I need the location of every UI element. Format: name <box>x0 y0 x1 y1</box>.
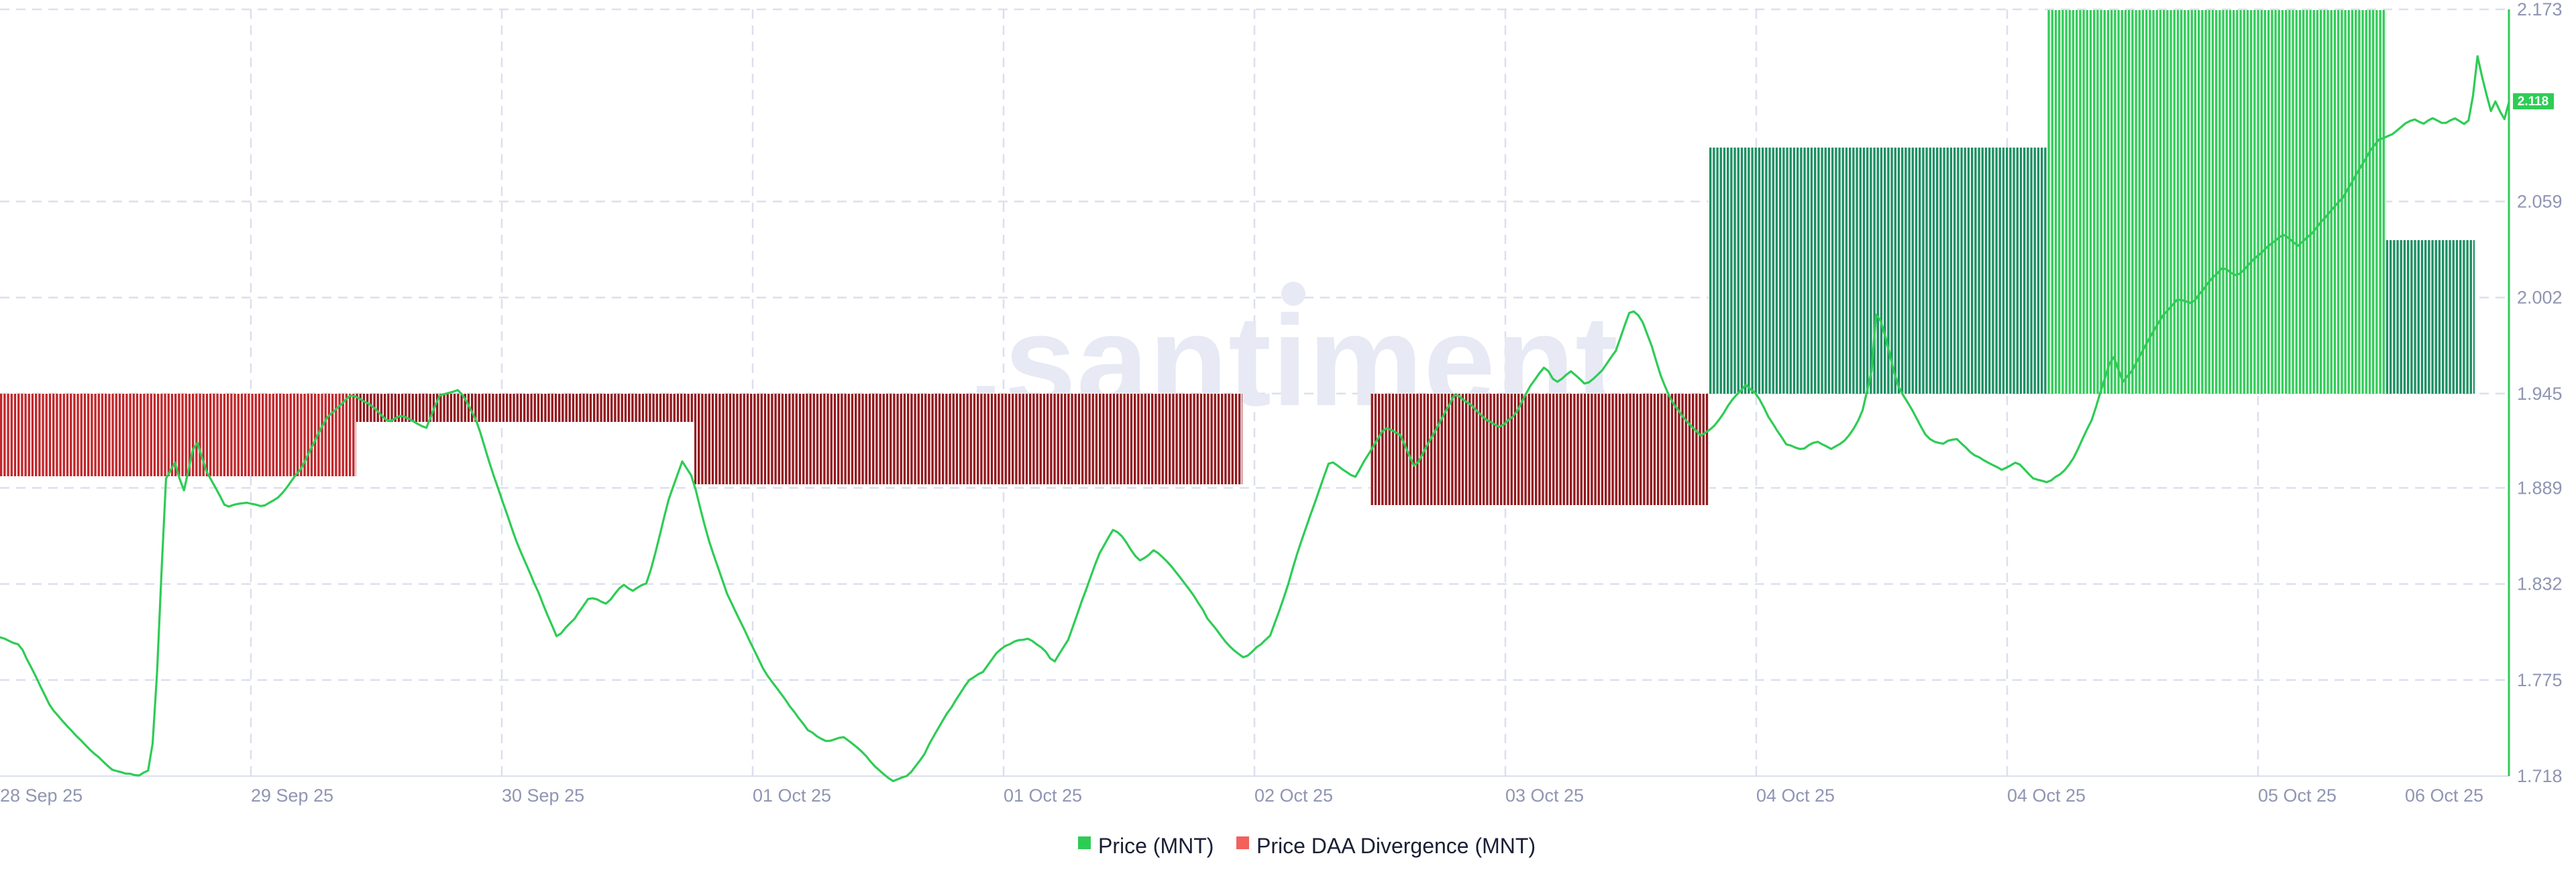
svg-text:2.002: 2.002 <box>2517 288 2563 308</box>
svg-text:2.118: 2.118 <box>2518 95 2549 109</box>
svg-text:30 Sep 25: 30 Sep 25 <box>502 785 584 806</box>
svg-text:1.775: 1.775 <box>2517 670 2563 690</box>
svg-text:29 Sep 25: 29 Sep 25 <box>251 785 333 806</box>
svg-text:2.173: 2.173 <box>2517 0 2563 19</box>
svg-text:1.945: 1.945 <box>2517 384 2563 404</box>
svg-text:04 Oct 25: 04 Oct 25 <box>1756 785 1835 806</box>
svg-text:03 Oct 25: 03 Oct 25 <box>1505 785 1584 806</box>
svg-text:04 Oct 25: 04 Oct 25 <box>2007 785 2086 806</box>
svg-text:28 Sep 25: 28 Sep 25 <box>0 785 83 806</box>
svg-text:02 Oct 25: 02 Oct 25 <box>1254 785 1333 806</box>
svg-text:1.718: 1.718 <box>2517 766 2563 786</box>
svg-text:Price (MNT): Price (MNT) <box>1098 834 1214 858</box>
svg-text:2.059: 2.059 <box>2517 191 2563 211</box>
svg-text:06 Oct 25: 06 Oct 25 <box>2405 785 2483 806</box>
svg-text:01 Oct 25: 01 Oct 25 <box>1004 785 1082 806</box>
svg-text:1.832: 1.832 <box>2517 574 2563 594</box>
svg-text:01 Oct 25: 01 Oct 25 <box>753 785 831 806</box>
svg-text:1.889: 1.889 <box>2517 478 2563 498</box>
svg-text:Price DAA Divergence (MNT): Price DAA Divergence (MNT) <box>1256 834 1536 858</box>
svg-text:05 Oct 25: 05 Oct 25 <box>2258 785 2337 806</box>
